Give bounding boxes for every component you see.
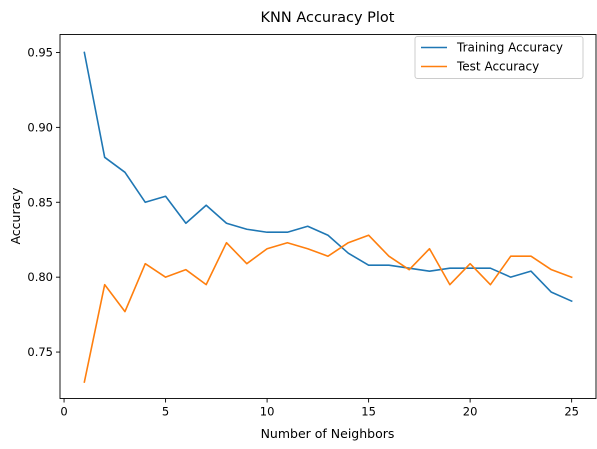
x-tick-label: 25 (564, 405, 579, 419)
y-tick-label: 0.90 (27, 120, 53, 134)
plot-frame (59, 34, 597, 399)
series-layer (83, 51, 573, 383)
series-line-2 (83, 234, 573, 383)
x-axis-label: Number of Neighbors (261, 426, 395, 441)
y-tick-label: 0.85 (27, 195, 53, 209)
y-axis-label: Accuracy (8, 187, 23, 245)
x-tick-label: 0 (60, 405, 67, 419)
y-tick-label: 0.80 (27, 270, 53, 284)
chart-title: KNN Accuracy Plot (261, 10, 395, 26)
legend-box (414, 36, 584, 79)
legend: Training Accuracy Test Accuracy (414, 36, 584, 79)
legend-label-1: Training Accuracy (456, 41, 563, 55)
x-tick-label: 10 (260, 405, 275, 419)
legend-label-2: Test Accuracy (456, 60, 539, 74)
x-tick-label: 15 (361, 405, 376, 419)
y-tick-label: 0.95 (27, 45, 53, 59)
y-tick-label: 0.75 (27, 345, 53, 359)
x-tick-label: 5 (162, 405, 169, 419)
plot-area (60, 34, 596, 399)
axes-layer: 0 5 10 15 20 25 0.75 0.80 0.85 0.90 0.95 (27, 34, 597, 419)
series-line-1 (83, 51, 573, 303)
x-tick-label: 20 (463, 405, 478, 419)
